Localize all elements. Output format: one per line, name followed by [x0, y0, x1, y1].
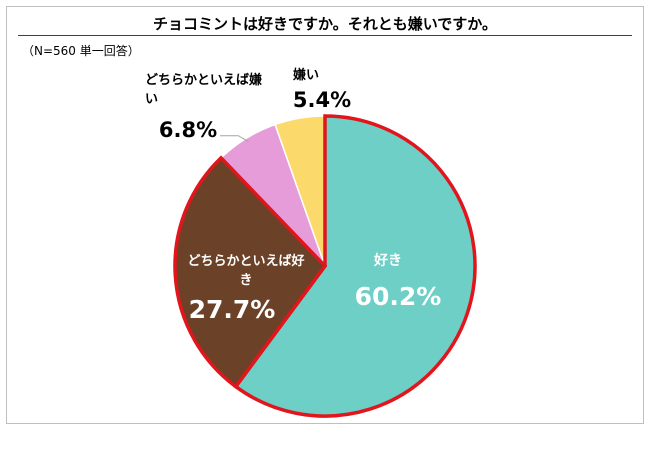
pie-slice-outline-suki: [233, 114, 477, 418]
slice-label-kirai: 嫌い 5.4%: [292, 67, 351, 112]
slice-category-label: 嫌い: [292, 67, 319, 83]
slice-category-label: 好き: [373, 252, 402, 269]
title-divider: [18, 35, 632, 36]
slice-label-dochira-kirai: どちらかといえば嫌い 6.8%: [145, 72, 262, 142]
slice-category-label: どちらかといえば嫌い: [145, 72, 262, 107]
slice-value-label: 60.2%: [355, 282, 442, 311]
slice-value-label: 27.7%: [189, 295, 276, 324]
slice-value-label: 5.4%: [293, 88, 351, 112]
slice-category-label: どちらかといえば好き: [187, 253, 304, 288]
slice-label-dochira-suki: どちらかといえば好き 27.7%: [187, 253, 304, 324]
slice-value-label: 6.8%: [159, 118, 217, 142]
chart-title: チョコミントは好きですか。それとも嫌いですか。: [153, 15, 497, 33]
slice-label-suki: 好き 60.2%: [355, 252, 442, 311]
chart-note: （N=560 単一回答）: [22, 44, 140, 58]
pie-slice-outline-dochira-suki: [173, 155, 328, 390]
leader-line-dochira-kirai: [220, 135, 249, 143]
